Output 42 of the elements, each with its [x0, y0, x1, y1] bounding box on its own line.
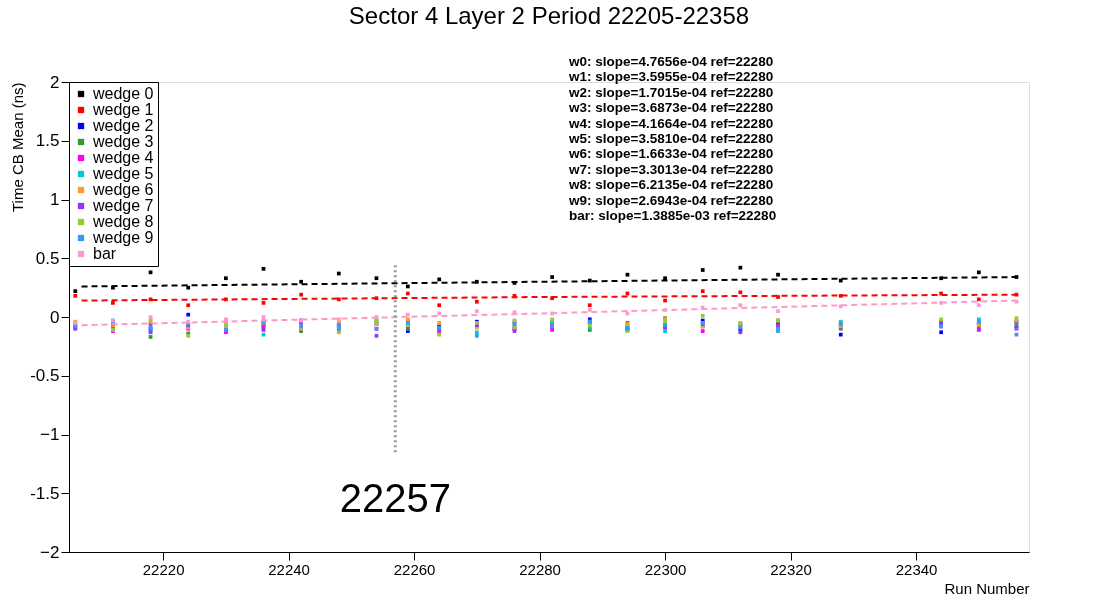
- x-tick-label: 22260: [393, 560, 436, 578]
- y-tick-label: 0.5: [35, 248, 60, 268]
- ref-line-label: 22257: [339, 476, 451, 521]
- annotation: w9: slope=2.6943e-04 ref=22280: [568, 192, 774, 208]
- y-tick-label: -1.5: [30, 483, 60, 503]
- y-tick-label: -0.5: [30, 366, 60, 386]
- annotation: w7: slope=3.3013e-04 ref=22280: [568, 161, 774, 177]
- legend-label: wedge 0: [92, 85, 154, 102]
- y-tick-label: 1: [50, 190, 60, 209]
- x-tick-label: 22280: [519, 560, 561, 578]
- x-tick-label: 22220: [142, 560, 185, 578]
- legend-label: bar: [93, 245, 117, 262]
- x-axis-title: Run Number: [944, 579, 1030, 597]
- annotation: w5: slope=3.5810e-04 ref=22280: [568, 131, 774, 146]
- annotation: w4: slope=4.1664e-04 ref=22280: [568, 115, 774, 131]
- x-tick-label: 22240: [268, 560, 310, 578]
- legend-label: wedge 4: [92, 149, 154, 166]
- legend-label: wedge 9: [92, 229, 154, 246]
- annotation: w2: slope=1.7015e-04 ref=22280: [568, 84, 774, 100]
- y-axis-title: Time CB Mean (ns): [9, 82, 27, 212]
- y-tick-label: −2: [40, 542, 60, 562]
- y-tick-label: −1: [40, 425, 60, 444]
- legend-label: wedge 3: [92, 133, 154, 150]
- legend-label: wedge 2: [92, 117, 154, 134]
- x-tick-label: 22340: [895, 560, 938, 578]
- annotation: w1: slope=3.5955e-04 ref=22280: [568, 69, 774, 85]
- text: w0: slope=4.7656e-04 ref=22280: [568, 54, 774, 69]
- legend-label: wedge 8: [92, 213, 154, 230]
- annotation: bar: slope=1.3885e-03 ref=22280: [569, 208, 777, 223]
- chart-title: Sector 4 Layer 2 Period 22205-22358: [348, 2, 750, 29]
- legend-label: wedge 7: [92, 197, 154, 214]
- x-tick-label: 22320: [770, 560, 812, 578]
- legend-label: wedge 5: [92, 165, 154, 182]
- annotation: w3: slope=3.6873e-04 ref=22280: [568, 100, 774, 116]
- legend-label: wedge 6: [92, 181, 154, 198]
- legend-label: wedge 1: [92, 101, 154, 118]
- y-tick-label: 2: [50, 72, 60, 92]
- annotation: w8: slope=6.2135e-04 ref=22280: [568, 177, 774, 193]
- y-tick-label: 1.5: [35, 131, 60, 151]
- annotation: w6: slope=1.6633e-04 ref=22280: [568, 146, 774, 162]
- y-tick-label: 0: [50, 307, 60, 327]
- x-tick-label: 22300: [644, 560, 687, 578]
